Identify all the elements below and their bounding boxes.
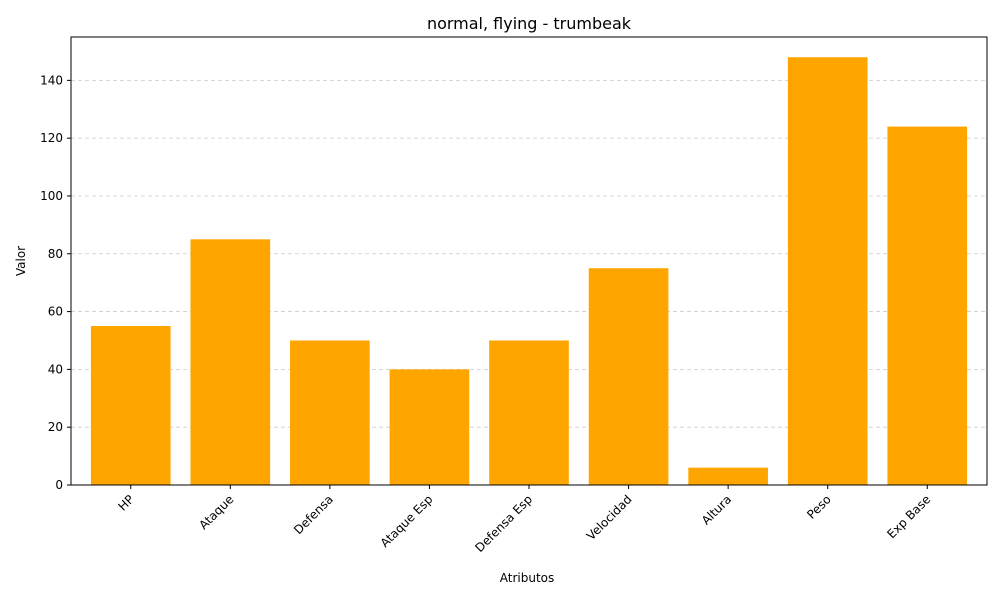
x-tick-label: Velocidad bbox=[584, 492, 635, 543]
x-ticks: HP Ataque Defensa Ataque Esp Defensa Esp Velo… bbox=[115, 485, 933, 555]
x-tick-label: Peso bbox=[804, 492, 834, 522]
bar-defensa-esp bbox=[489, 340, 569, 485]
bar-ataque-esp bbox=[389, 369, 470, 485]
y-tick-label: 80 bbox=[48, 247, 63, 261]
y-ticks: 0 20 40 60 80 100 120 140 bbox=[40, 73, 71, 492]
x-tick-label: Ataque Esp bbox=[378, 492, 436, 550]
x-tick-label: HP bbox=[115, 492, 136, 513]
y-tick-label: 140 bbox=[40, 73, 63, 87]
chart-title: normal, flying - trumbeak bbox=[427, 14, 632, 33]
bars bbox=[90, 57, 968, 485]
x-tick-label: Exp Base bbox=[884, 492, 933, 541]
bar-peso bbox=[787, 57, 868, 485]
y-tick-label: 120 bbox=[40, 131, 63, 145]
y-tick-label: 20 bbox=[48, 420, 63, 434]
bar-hp bbox=[90, 326, 171, 485]
x-tick-label: Ataque bbox=[196, 492, 236, 532]
bar-exp-base bbox=[887, 126, 968, 485]
bar-defensa bbox=[290, 340, 370, 485]
y-axis-label: Valor bbox=[14, 246, 28, 276]
bar-ataque bbox=[190, 239, 271, 485]
bar-velocidad bbox=[588, 268, 669, 485]
y-tick-label: 60 bbox=[48, 305, 63, 319]
x-tick-label: Defensa Esp bbox=[472, 492, 535, 555]
y-tick-label: 0 bbox=[55, 478, 63, 492]
y-tick-label: 40 bbox=[48, 362, 63, 376]
y-tick-label: 100 bbox=[40, 189, 63, 203]
x-tick-label: Defensa bbox=[291, 492, 336, 537]
x-tick-label: Altura bbox=[699, 492, 734, 527]
bar-altura bbox=[688, 467, 768, 485]
x-axis-label: Atributos bbox=[500, 571, 555, 585]
